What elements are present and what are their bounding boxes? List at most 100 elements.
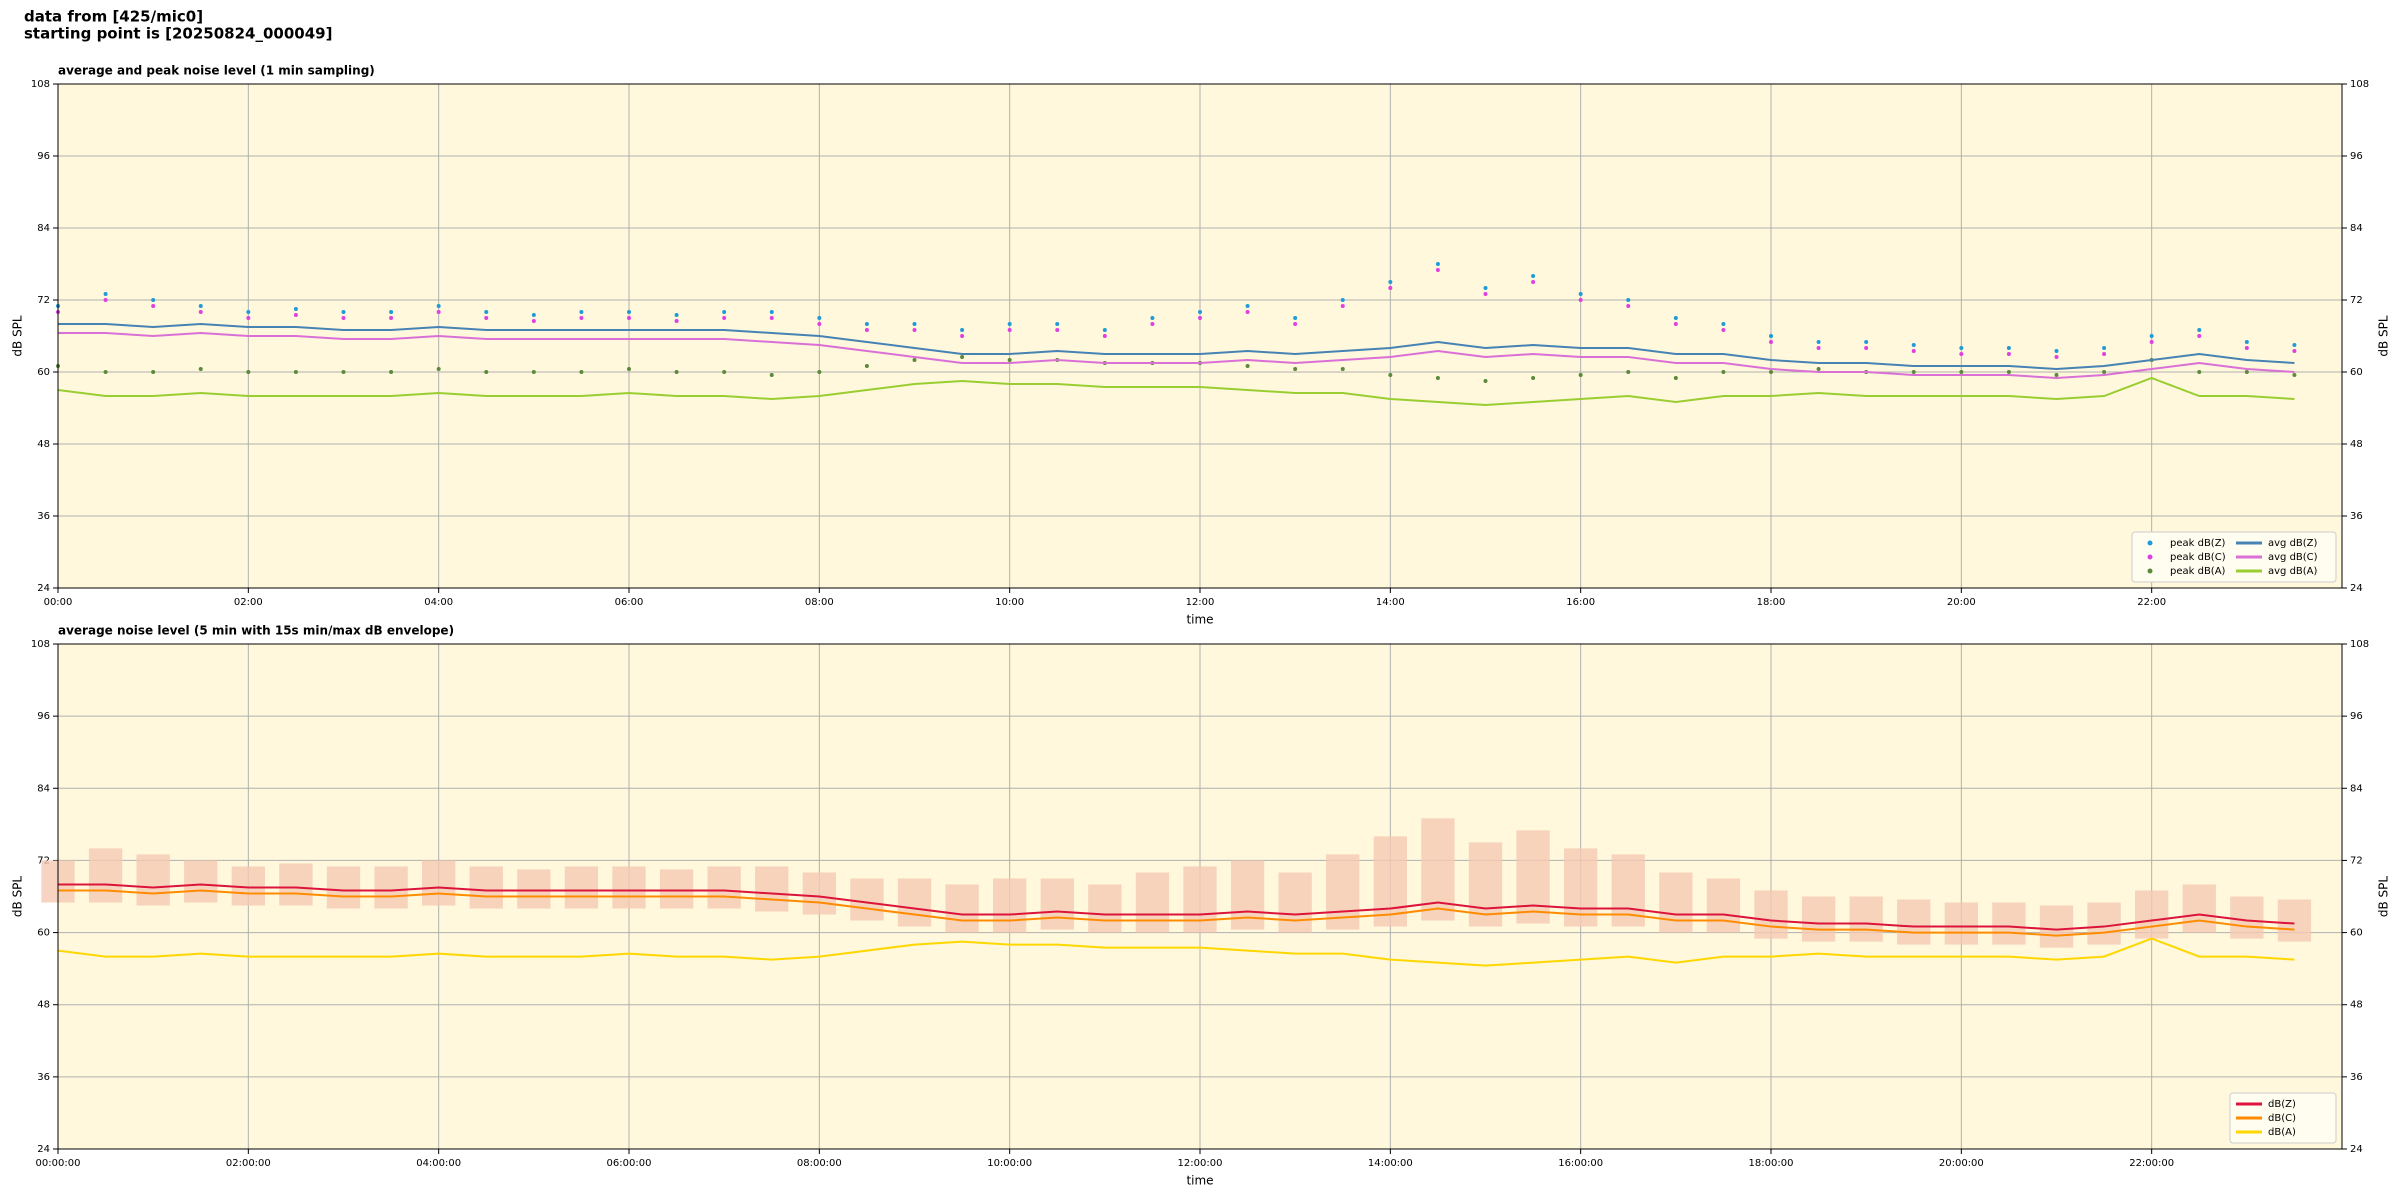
scatter-point: [1055, 322, 1060, 326]
plot-frame: [57, 643, 2343, 1150]
x-tick-label: 10:00: [995, 597, 1024, 608]
x-tick-label: 04:00: [424, 597, 453, 608]
y2-axis-label: dB SPL: [2377, 315, 2391, 357]
envelope-bar: [88, 848, 123, 903]
scatter-point: [246, 310, 251, 314]
x-tick-label: 20:00: [1947, 597, 1976, 608]
y-tick-label: 48: [37, 1000, 50, 1011]
legend-marker: [2147, 568, 2153, 574]
scatter-point: [1959, 346, 1964, 350]
scatter-point: [341, 310, 346, 314]
scatter-point: [151, 304, 156, 308]
x-tick-label: 18:00: [1757, 597, 1786, 608]
scatter-point: [484, 370, 489, 374]
envelope-bar: [136, 854, 170, 906]
scatter-point: [2054, 373, 2059, 377]
x-tick-label: 10:00:00: [987, 1158, 1032, 1169]
scatter-point: [2149, 334, 2154, 338]
scatter-point: [627, 367, 631, 371]
scatter-point: [912, 322, 917, 326]
envelope-bar: [802, 872, 836, 915]
scatter-point: [198, 367, 203, 371]
scatter-point: [1769, 370, 1773, 374]
scatter-point: [436, 304, 441, 308]
x-axis-label: time: [1186, 1174, 1213, 1188]
scatter-point: [1816, 346, 1821, 350]
scatter-point: [627, 316, 631, 320]
x-tick-label: 06:00:00: [607, 1158, 652, 1169]
scatter-point: [960, 355, 965, 359]
envelope-bar: [1040, 878, 1074, 930]
envelope-bar: [374, 866, 408, 909]
scatter-point: [436, 367, 441, 371]
envelope-bar: [1706, 878, 1741, 933]
y-tick-label: 48: [37, 439, 50, 450]
scatter-point: [1626, 370, 1631, 374]
y2-tick-label: 108: [2350, 79, 2369, 90]
scatter-point: [1435, 262, 1440, 266]
scatter-point: [674, 370, 679, 374]
x-tick-label: 06:00: [615, 597, 644, 608]
scatter-point: [531, 319, 536, 323]
scatter-point: [341, 316, 346, 320]
x-tick-label: 02:00:00: [226, 1158, 271, 1169]
scatter-point: [341, 370, 346, 374]
y2-tick-label: 36: [2350, 511, 2363, 522]
scatter-point: [151, 298, 156, 302]
scatter-point: [722, 316, 727, 320]
scatter-point: [1769, 334, 1773, 338]
envelope-bar: [1754, 890, 1788, 939]
scatter-point: [1102, 328, 1107, 332]
x-tick-label: 14:00:00: [1368, 1158, 1413, 1169]
y2-tick-label: 84: [2350, 783, 2363, 794]
legend-marker: [2147, 554, 2153, 560]
scatter-point: [103, 370, 108, 374]
scatter-point: [293, 307, 298, 311]
y-tick-label: 96: [37, 151, 50, 162]
scatter-point: [864, 322, 869, 326]
scatter-point: [1578, 373, 1583, 377]
envelope-bar: [326, 866, 361, 909]
envelope-bar: [1278, 872, 1312, 933]
scatter-point: [2244, 340, 2249, 344]
scatter-point: [1102, 334, 1107, 338]
scatter-point: [531, 313, 536, 317]
scatter-point: [389, 370, 394, 374]
scatter-point: [1483, 292, 1488, 296]
scatter-point: [579, 370, 584, 374]
envelope-bar: [469, 866, 503, 909]
x-tick-label: 08:00:00: [797, 1158, 842, 1169]
scatter-point: [1340, 304, 1345, 308]
legend-label: peak dB(C): [2170, 552, 2226, 563]
envelope-bar: [993, 878, 1027, 933]
x-tick-label: 00:00: [44, 597, 73, 608]
x-tick-label: 18:00:00: [1749, 1158, 1794, 1169]
scatter-point: [1388, 286, 1393, 290]
envelope-bar: [1516, 830, 1550, 924]
x-tick-label: 16:00: [1566, 597, 1595, 608]
scatter-point: [1435, 376, 1440, 380]
envelope-bar: [897, 878, 932, 927]
scatter-point: [1007, 322, 1012, 326]
envelope-bar: [1421, 818, 1455, 921]
scatter-point: [1531, 376, 1536, 380]
envelope-bar: [659, 869, 694, 909]
scatter-point: [769, 316, 774, 320]
scatter-point: [1721, 370, 1726, 374]
envelope-bar: [1801, 896, 1836, 942]
y-tick-label: 72: [37, 295, 50, 306]
legend-box: [2131, 531, 2337, 583]
envelope-bar: [2135, 890, 2169, 939]
scatter-point: [2054, 349, 2059, 353]
scatter-point: [103, 298, 108, 302]
plot-frame: [57, 83, 2343, 589]
scatter-point: [2197, 328, 2202, 332]
scatter-point: [674, 319, 679, 323]
header-line: data from [425/mic0]: [24, 8, 203, 26]
envelope-bar: [2039, 905, 2074, 948]
legend-label: avg dB(A): [2268, 566, 2318, 577]
scatter-point: [864, 328, 869, 332]
y-tick-label: 36: [37, 511, 50, 522]
scatter-point: [912, 328, 917, 332]
scatter-point: [1198, 310, 1202, 314]
